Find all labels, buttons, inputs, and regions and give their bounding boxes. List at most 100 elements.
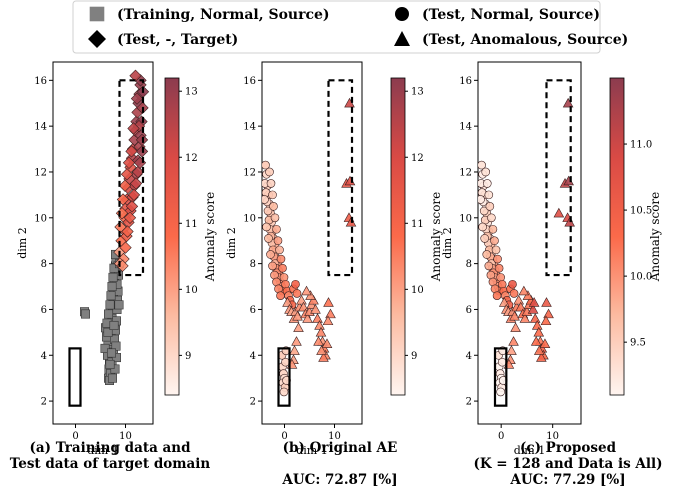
- point-square: [103, 327, 113, 337]
- y-tick-label: 16: [243, 76, 256, 87]
- point-circle: [492, 291, 502, 300]
- point-triangle: [515, 301, 527, 312]
- point-triangle: [509, 310, 520, 321]
- x-axis-label: dim 1: [87, 444, 119, 457]
- point-triangle: [318, 352, 329, 362]
- point-circle: [276, 254, 286, 264]
- point-triangle: [536, 352, 547, 362]
- point-circle: [508, 279, 517, 289]
- point-triangle: [540, 315, 552, 326]
- point-circle: [509, 289, 519, 298]
- y-tick-label: 14: [243, 122, 256, 133]
- caption-c-auc: AUC: 77.29 [%]: [510, 472, 626, 488]
- colorbar-tick-label: 11: [411, 219, 424, 230]
- colorbar-tick-label: 10.5: [630, 206, 652, 217]
- series-diamond: [113, 69, 150, 273]
- point-triangle: [527, 304, 539, 314]
- point-triangle: [321, 338, 333, 348]
- point-square: [105, 359, 115, 369]
- caption-b-line2: [230, 456, 450, 472]
- point-square: [107, 348, 117, 358]
- point-circle: [292, 289, 302, 298]
- point-triangle: [314, 320, 325, 330]
- legend-triangle-icon: [394, 31, 410, 46]
- point-triangle: [533, 326, 545, 337]
- point-triangle: [301, 285, 312, 296]
- point-triangle: [289, 345, 300, 355]
- y-tick-label: 16: [459, 76, 472, 87]
- point-circle: [268, 261, 277, 271]
- x-tick-label: 10: [328, 431, 341, 442]
- anomaly-region-dashed-box: [545, 79, 572, 277]
- point-square: [108, 272, 118, 282]
- point-circle: [491, 245, 501, 255]
- point-square: [109, 320, 119, 330]
- point-triangle: [310, 304, 321, 314]
- point-circle: [490, 236, 499, 246]
- y-axis-label: dim 2: [16, 227, 29, 259]
- point-triangle: [313, 336, 324, 346]
- point-diamond: [130, 92, 144, 105]
- colorbar-tick-label: 13: [185, 87, 198, 98]
- point-square: [81, 309, 91, 319]
- point-triangle: [298, 301, 309, 312]
- point-circle: [494, 263, 504, 273]
- legend: (Training, Normal, Source) (Test, Normal,…: [72, 0, 628, 54]
- point-diamond: [122, 156, 136, 169]
- legend-frame: [72, 0, 601, 54]
- point-triangle: [519, 313, 531, 323]
- point-circle: [479, 206, 489, 216]
- normal-region-solid-box: [277, 347, 291, 407]
- point-triangle: [508, 336, 519, 346]
- point-circle: [478, 195, 485, 204]
- point-triangle: [528, 297, 540, 307]
- point-circle: [482, 179, 492, 188]
- y-tick-label: 8: [466, 259, 472, 270]
- point-triangle: [553, 207, 565, 218]
- y-tick-label: 2: [41, 397, 47, 408]
- point-triangle: [541, 297, 552, 307]
- point-square: [107, 282, 117, 292]
- point-circle: [264, 234, 273, 243]
- y-tick-label: 12: [459, 167, 472, 178]
- point-triangle: [513, 294, 524, 305]
- legend-circle-icon: [395, 7, 409, 21]
- point-square: [106, 291, 116, 301]
- point-triangle: [293, 322, 304, 332]
- colorbar: [164, 77, 180, 396]
- point-circle: [273, 236, 283, 246]
- point-triangle: [530, 336, 542, 346]
- point-circle: [265, 167, 274, 177]
- y-tick-label: 6: [41, 305, 47, 316]
- colorbar-tick-label: 9: [411, 351, 417, 362]
- point-triangle: [543, 308, 554, 319]
- point-triangle: [506, 345, 517, 355]
- x-axis-label: dim 1: [296, 444, 328, 457]
- point-square: [108, 373, 118, 383]
- x-tick-label: 0: [72, 431, 78, 442]
- caption-b: (b) Original AE AUC: 72.87 [%]: [230, 440, 450, 488]
- point-circle: [270, 213, 280, 223]
- x-tick-label: 0: [498, 431, 504, 442]
- y-tick-label: 6: [250, 305, 256, 316]
- point-square: [112, 353, 122, 363]
- point-triangle: [533, 345, 545, 355]
- point-circle: [482, 250, 492, 259]
- y-tick-label: 6: [466, 305, 472, 316]
- point-circle: [272, 224, 281, 234]
- point-circle: [481, 167, 491, 177]
- normal-region-solid-box: [68, 347, 82, 407]
- point-diamond: [119, 241, 132, 254]
- colorbar-tick-label: 11.0: [630, 140, 652, 151]
- colorbar-tick-label: 10: [411, 285, 424, 296]
- point-triangle: [291, 336, 302, 346]
- point-circle: [266, 179, 276, 188]
- point-diamond: [127, 188, 141, 202]
- y-tick-label: 10: [459, 213, 472, 224]
- point-circle: [480, 234, 489, 243]
- colorbar-tick-label: 9.5: [630, 338, 646, 349]
- point-square: [104, 309, 114, 319]
- anomaly-region-dashed-box: [118, 79, 145, 277]
- point-circle: [279, 387, 289, 397]
- point-triangle: [518, 285, 530, 296]
